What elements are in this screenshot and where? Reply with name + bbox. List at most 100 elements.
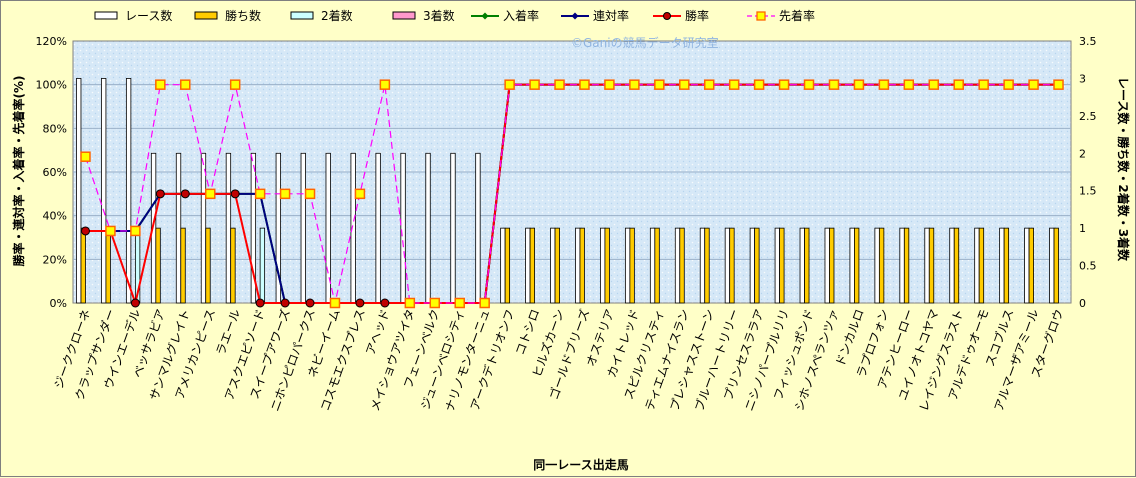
data-point (304, 188, 316, 200)
y-left-tick-label: 100% (36, 79, 67, 92)
bar (754, 227, 760, 304)
data-point (429, 297, 441, 309)
legend-label: 入着率 (503, 8, 539, 23)
bar (1024, 227, 1030, 304)
bar (105, 227, 111, 304)
bar (749, 227, 756, 304)
bar (525, 227, 531, 304)
legend-label: レース数 (125, 8, 172, 23)
data-point (778, 79, 790, 90)
data-point (878, 79, 890, 90)
watermark: ©Ganiの競馬データ研究室 (571, 35, 719, 50)
y-axis-right-title: レース数・勝ち数・2着数・3着数 (1116, 77, 1131, 262)
bar (999, 227, 1005, 304)
bar (80, 227, 86, 304)
data-point (728, 79, 740, 90)
bar (225, 152, 232, 304)
bar (949, 227, 955, 304)
bar (928, 227, 935, 304)
data-point (130, 298, 140, 308)
bars (76, 78, 1059, 304)
data-point (280, 298, 290, 308)
data-point (329, 297, 341, 309)
y-right-tick-label: 1.5 (1079, 185, 1097, 198)
y-left-tick-label: 20% (43, 253, 67, 266)
bar (180, 227, 186, 304)
y-right-tick-label: 1 (1079, 222, 1086, 235)
bar (654, 227, 660, 304)
bar (679, 227, 685, 304)
data-point (1003, 79, 1014, 90)
bar (903, 227, 910, 304)
legend-swatch (94, 11, 118, 20)
data-point (928, 79, 940, 90)
bar (425, 152, 431, 304)
legend-label: 勝ち数 (225, 8, 261, 23)
bar (575, 227, 581, 304)
bar (1053, 227, 1059, 304)
bar (76, 78, 82, 304)
data-point (180, 79, 191, 90)
data-point (254, 188, 266, 200)
y-left-tick-label: 80% (43, 122, 67, 135)
legend-label: 2着数 (321, 8, 353, 23)
y-left-tick-label: 60% (43, 166, 67, 179)
legend-marker (571, 12, 579, 20)
bar (475, 152, 481, 304)
data-point (130, 225, 141, 237)
bar (899, 227, 905, 304)
y-left-tick-label: 40% (43, 210, 67, 223)
legend-swatch (194, 11, 218, 20)
data-point (80, 151, 91, 162)
bar (624, 227, 631, 304)
data-point (529, 79, 540, 90)
data-point (579, 79, 590, 90)
data-point (978, 79, 989, 90)
y-right-tick-label: 0 (1079, 297, 1086, 310)
y-right-tick-label: 0.5 (1079, 260, 1097, 273)
bar (729, 227, 735, 304)
y-right-tick-label: 3 (1079, 72, 1086, 85)
data-point (355, 298, 365, 308)
x-axis-title: 同一レース出走馬 (533, 457, 628, 472)
series-line (84, 84, 1059, 304)
data-point (379, 79, 391, 90)
bar (400, 152, 406, 304)
data-point (80, 226, 90, 236)
y-axis-left: 0% 20% 40% 60% 80% 100% 120% (36, 35, 67, 310)
bar (829, 227, 835, 304)
bar (649, 227, 656, 304)
y-left-tick-label: 0% (50, 297, 67, 310)
bar (175, 152, 182, 304)
bar (849, 227, 855, 304)
data-point (753, 79, 765, 90)
legend-swatch (290, 11, 314, 20)
bar (230, 227, 236, 304)
bar (259, 227, 266, 304)
bar (450, 152, 456, 304)
bar (101, 78, 107, 304)
data-point (180, 189, 190, 199)
data-point (255, 298, 265, 308)
y-right-tick-label: 2.5 (1079, 110, 1097, 123)
legend-marker (663, 12, 671, 20)
data-point (479, 297, 490, 309)
data-point (354, 188, 366, 200)
y-axis-right: 0 0.5 1 1.5 2 2.5 3 3.5 (1079, 35, 1097, 310)
data-point (703, 79, 715, 90)
legend-marker (481, 12, 489, 20)
bar (529, 227, 535, 304)
data-point (305, 298, 315, 308)
data-point (679, 79, 690, 90)
legend-swatch (392, 11, 416, 20)
bar (375, 152, 381, 304)
data-point (230, 189, 240, 199)
y-axis-left-title: 勝率・連対率・入着率・先着率(%) (11, 76, 26, 267)
data-point (1028, 79, 1039, 90)
bar (953, 227, 960, 304)
data-point (629, 79, 640, 90)
legend-label: 先着率 (779, 8, 815, 23)
bar (600, 227, 606, 304)
series-markers (80, 79, 1064, 309)
bar (579, 227, 585, 304)
